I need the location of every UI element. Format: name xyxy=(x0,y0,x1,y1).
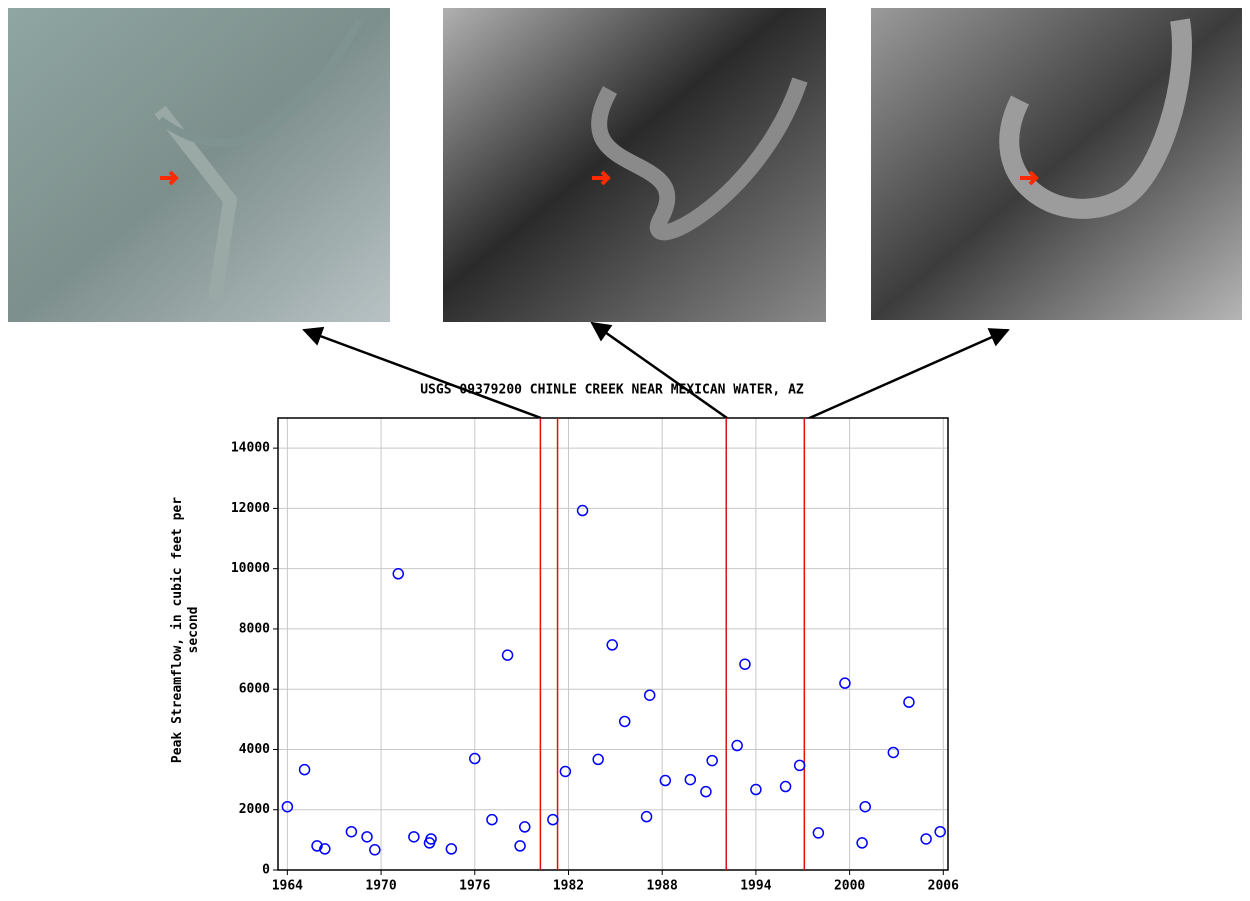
data-point xyxy=(547,813,559,826)
x-tick-label: 1994 xyxy=(740,879,771,894)
x-tick-label: 2000 xyxy=(834,879,865,894)
data-point xyxy=(859,800,871,813)
x-tick-label: 1970 xyxy=(365,879,396,894)
y-tick-label: 4000 xyxy=(239,742,270,757)
data-point xyxy=(700,785,712,798)
data-point xyxy=(731,739,743,752)
arrow xyxy=(804,328,1010,422)
data-point xyxy=(319,843,331,855)
x-tick-label: 1982 xyxy=(553,879,584,894)
data-point xyxy=(408,831,420,843)
data-point xyxy=(606,639,618,651)
data-point xyxy=(501,649,514,661)
x-tick-label: 1964 xyxy=(272,879,303,894)
y-tick-label: 0 xyxy=(262,863,270,878)
data-point xyxy=(643,689,656,701)
y-tick-label: 14000 xyxy=(231,441,270,456)
data-point xyxy=(934,825,946,838)
chart-title: USGS 09379200 CHINLE CREEK NEAR MEXICAN … xyxy=(420,383,804,398)
site-marker xyxy=(592,170,611,186)
data-point xyxy=(392,568,405,580)
data-point xyxy=(739,658,751,670)
data-point xyxy=(514,840,526,852)
data-point xyxy=(576,504,589,517)
site-marker xyxy=(1020,170,1039,186)
data-point xyxy=(903,696,915,708)
data-point xyxy=(750,783,762,796)
x-tick-label: 1976 xyxy=(459,879,490,894)
data-point xyxy=(311,840,323,852)
arrows xyxy=(302,321,1010,422)
river xyxy=(591,77,808,241)
data-point xyxy=(361,831,373,843)
data-point xyxy=(519,821,531,833)
data-point xyxy=(812,827,825,839)
x-tick-label: 1988 xyxy=(647,879,678,894)
river xyxy=(157,17,364,147)
data-point xyxy=(592,753,604,766)
data-point xyxy=(659,774,672,787)
data-point xyxy=(425,833,437,845)
site-marker xyxy=(160,170,179,186)
data-point xyxy=(469,752,481,765)
data-point xyxy=(281,800,294,813)
arrow xyxy=(590,321,728,420)
y-tick-label: 6000 xyxy=(239,682,270,697)
data-point xyxy=(920,833,932,845)
plot-frame xyxy=(277,417,949,871)
data-point xyxy=(486,813,498,826)
data-point xyxy=(887,746,900,759)
data-point xyxy=(706,754,718,767)
data-point xyxy=(839,677,851,689)
data-point xyxy=(640,810,653,823)
data-point xyxy=(298,763,311,776)
plot-area xyxy=(278,418,948,870)
data-point xyxy=(445,843,458,855)
data-point xyxy=(779,780,792,793)
data-point xyxy=(345,825,358,838)
river xyxy=(999,18,1192,219)
aerial-photos xyxy=(8,8,1242,322)
river xyxy=(154,105,238,302)
arrow xyxy=(302,326,542,420)
y-axis-label: Peak Streamflow, in cubic feet per secon… xyxy=(170,496,201,764)
data-point xyxy=(369,844,381,856)
data-point xyxy=(856,837,868,849)
y-tick-label: 12000 xyxy=(231,501,270,516)
data-point xyxy=(684,773,697,786)
y-tick-label: 10000 xyxy=(231,561,270,576)
y-tick-label: 2000 xyxy=(239,802,270,817)
data-point xyxy=(559,765,572,778)
data-point xyxy=(618,715,631,728)
x-tick-label: 2006 xyxy=(928,879,959,894)
data-point xyxy=(793,759,806,772)
y-tick-label: 8000 xyxy=(239,621,270,636)
